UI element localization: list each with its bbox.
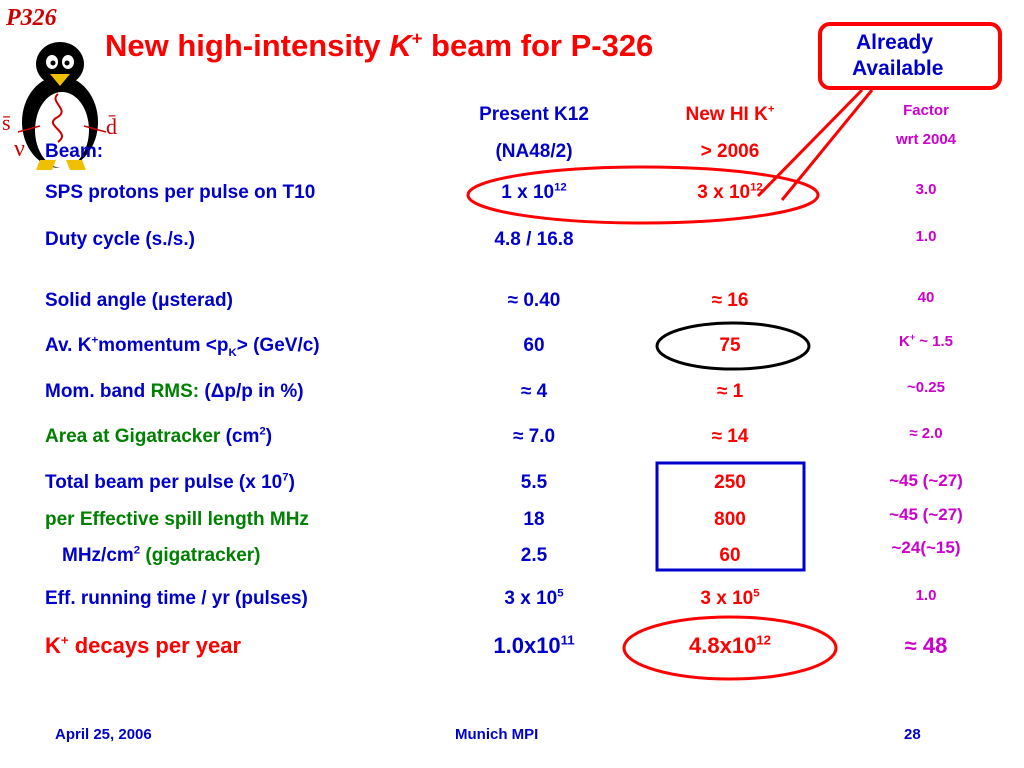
momentum-present: 60 [523,335,545,356]
row-label-mom-band: Mom. band RMS: (Δp/p in %) [45,381,304,402]
title-italic: K [389,28,412,63]
duty-present: 4.8 / 16.8 [494,229,574,250]
area-present: ≈ 7.0 [512,426,556,447]
protons-highlight-ellipse [466,165,820,225]
slide-title: New high-intensity K+ beam for P-326 [105,28,653,64]
gigatracker-present: 2.5 [520,545,548,566]
row-label-momentum: Av. K+momentum <pK> (GeV/c) [45,334,320,359]
footer-venue: Munich MPI [455,726,539,743]
solid-present: ≈ 0.40 [507,290,561,311]
band-factor: ~0.25 [907,379,945,396]
row-label-duty-cycle: Duty cycle (s./s.) [45,229,195,250]
running-present: 3 x 105 [504,587,564,609]
running-new: 3 x 105 [700,587,760,609]
momentum-factor: K+ ~ 1.5 [898,332,954,351]
protons-present: 1 x 1012 [501,181,567,203]
title-pre: New high-intensity [105,28,390,63]
row-label-total-beam: Total beam per pulse (x 107) [45,471,295,493]
callout-pointer-line [756,88,864,198]
penguin-logo-icon [17,42,107,170]
row-label-area: Area at Gigatracker (cm2) [45,425,273,447]
header-after-2006: > 2006 [700,141,760,162]
gigatracker-new: 60 [719,545,741,566]
header-present-k12: Present K12 [479,104,589,125]
footer-date: April 25, 2006 [55,726,152,743]
row-label-gigatracker: MHz/cm2 (gigatracker) [62,544,261,566]
already-available-callout: Already Available [818,22,1002,90]
callout-line2: Available [852,57,944,80]
penguin-symbol-d: d̄ [106,114,117,139]
header-new-hi-k: New HI K+ [685,103,775,125]
row-header-beam: Beam: [45,141,104,162]
spill-present: 18 [523,509,545,530]
total-factor: ~45 (~27) [889,471,963,490]
header-wrt-2004: wrt 2004 [895,131,957,148]
duty-factor: 1.0 [915,228,937,245]
decays-new: 4.8x1012 [689,632,771,658]
total-new: 250 [714,472,746,493]
solid-new: ≈ 16 [711,290,749,311]
row-label-protons: SPS protons per pulse on T10 [45,182,316,203]
spill-factor: ~45 (~27) [889,505,963,524]
callout-line1: Already [856,31,934,54]
momentum-new: 75 [719,335,741,356]
row-label-solid-angle: Solid angle (μsterad) [45,290,233,311]
footer-page-number: 28 [904,726,921,743]
band-new: ≈ 1 [716,381,744,402]
penguin-symbol-nu: ν [14,136,25,162]
row-label-spill: per Effective spill length MHz [45,509,309,530]
title-sup: + [411,27,423,49]
protons-factor: 3.0 [915,181,937,198]
protons-new: 3 x 1012 [697,181,763,203]
callout-pointer-line-2 [780,89,874,201]
band-present: ≈ 4 [520,381,548,402]
rates-highlight-box [655,461,806,572]
gigatracker-factor: ~24(~15) [891,538,961,557]
total-present: 5.5 [520,472,548,493]
row-label-decays: K+ decays per year [45,632,242,658]
momentum-highlight-ellipse [655,321,811,371]
decays-present: 1.0x1011 [493,632,575,658]
row-label-running-time: Eff. running time / yr (pulses) [45,588,308,609]
running-factor: 1.0 [915,587,937,604]
header-factor: Factor [903,102,949,119]
area-new: ≈ 14 [711,426,749,447]
decays-highlight-ellipse [622,615,838,681]
spill-new: 800 [714,509,746,530]
area-factor: ≈ 2.0 [909,425,943,442]
penguin-symbol-s: s̄ [2,110,11,135]
solid-factor: 40 [917,289,935,306]
title-post: beam for P-326 [422,28,654,63]
logo-text: P326 [6,5,57,31]
header-na48: (NA48/2) [495,141,573,162]
decays-factor: ≈ 48 [904,633,948,658]
